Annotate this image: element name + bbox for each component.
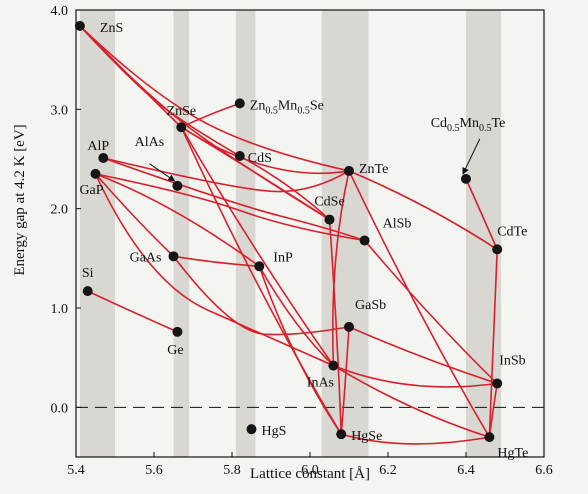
point-insb [492,378,503,389]
label-ge: Ge [167,343,183,358]
point-hgte [484,432,495,443]
y-tick-label: 0.0 [51,401,69,416]
x-tick-label: 6.2 [379,463,397,478]
curve-alp-alsb [103,157,365,242]
curve-gap-inp [95,173,260,267]
label-gap: GaP [79,183,103,198]
curve-gasb-insb [348,326,498,385]
label-hgse: HgSe [351,429,382,444]
label-insb: InSb [499,353,525,368]
label-gaas: GaAs [130,250,162,265]
label-inas: InAs [307,376,334,391]
curve-alsb-insb [363,239,498,385]
curve-cdse-hgse [328,219,342,435]
x-tick-label: 5.8 [223,463,241,478]
y-tick-label: 2.0 [51,203,69,218]
y-tick-label: 3.0 [51,103,69,118]
curve-gasb-hgse [340,326,350,435]
x-tick-label: 5.4 [67,463,85,478]
x-tick-label: 6.6 [535,463,553,478]
point-alas [172,180,183,191]
point-alp [98,153,109,164]
label-cdse: CdSe [314,195,344,210]
shaded-band-2 [173,10,190,457]
point-znse [176,122,187,133]
curve-cd0-5mn0-5te-cdte [465,178,498,250]
point-zn0-5mn0-5se [234,98,245,109]
point-cds [234,151,245,162]
label-znte: ZnTe [359,162,388,177]
y-tick-label: 4.0 [51,4,69,19]
x-tick-label: 6.0 [301,463,319,478]
curve-znte-inas [331,170,350,366]
curve-gap-alsb [95,173,365,242]
curve-hgse-hgte [340,433,490,445]
curve-znse-zn0-5mn0-5se [180,102,241,128]
point-zns [74,20,85,31]
point-alsb [359,235,370,246]
curve-inp-hgse [258,266,342,435]
point-labels: ZnS ZnSe Zn0.5Mn0.5Se CdS AlP AlAs GaP ZnTe Cd0.… [79,21,528,461]
label-zns: ZnS [100,21,123,36]
curve-gap-gaas [94,173,175,257]
curve-znte-cdte [348,170,498,251]
label-hgte: HgTe [497,446,528,461]
point-si [82,286,93,297]
label-hgs: HgS [262,424,287,439]
x-tick-label: 6.4 [457,463,475,478]
point-cdse [324,214,335,225]
curve-cdte-hgte [488,249,498,438]
curve-znte-hgte [348,170,491,438]
axis-ticks: 5.4 5.6 5.8 6.0 6.2 6.4 6.6 0.0 1.0 2.0 3.0 4.0 [51,4,553,478]
curve-znse-hgse [180,126,342,435]
curve-inp-inas [258,265,334,367]
point-hgse [336,429,347,440]
annotation-arrow-alas [149,163,176,182]
point-gaas [168,251,179,262]
label-znse: ZnSe [167,104,197,119]
point-inas [328,360,339,371]
label-alsb: AlSb [383,216,412,231]
label-si: Si [82,266,94,281]
curve-si-ge [87,290,178,333]
curve-znse-cdse [180,126,330,221]
annotation-arrow-cd0-5mn0-5te [462,138,481,175]
y-axis-title: Energy gap at 4.2 K [eV] [12,124,28,275]
curve-inas-hgte [332,364,490,438]
label-alp: AlP [87,139,109,154]
point-hgs [246,424,257,435]
point-cdte [492,244,503,255]
curve-gaas-inp [173,255,260,268]
data-points [74,20,503,443]
curve-alp-znte [103,157,350,193]
label-cds: CdS [248,151,272,166]
curve-gaas-gasb [172,255,350,336]
point-ge [172,326,183,337]
label-cd0-5mn0-5te: Cd0.5Mn0.5Te [431,116,506,134]
point-gasb [344,321,354,332]
shaded-bands [79,10,502,457]
label-inp: InP [273,250,293,265]
curve-inas-insb [333,364,498,388]
point-cd0-5mn0-5te [461,173,471,184]
x-tick-label: 5.6 [145,463,163,478]
label-cdte: CdTe [497,224,527,239]
curve-znse-inas [180,126,335,367]
point-inp [254,261,265,272]
curve-cds-cdse [239,155,331,221]
shaded-band-1 [79,10,115,457]
y-tick-label: 1.0 [51,302,69,317]
point-gap [90,168,101,179]
label-gasb: GaSb [355,298,386,313]
label-alas: AlAs [135,135,165,150]
curves [79,25,498,445]
point-znte [344,165,354,176]
x-axis-title: Lattice constant [Å] [250,466,370,482]
curve-zns-znte [79,25,350,172]
label-zn0-5mn0-5se: Zn0.5Mn0.5Se [250,98,324,116]
